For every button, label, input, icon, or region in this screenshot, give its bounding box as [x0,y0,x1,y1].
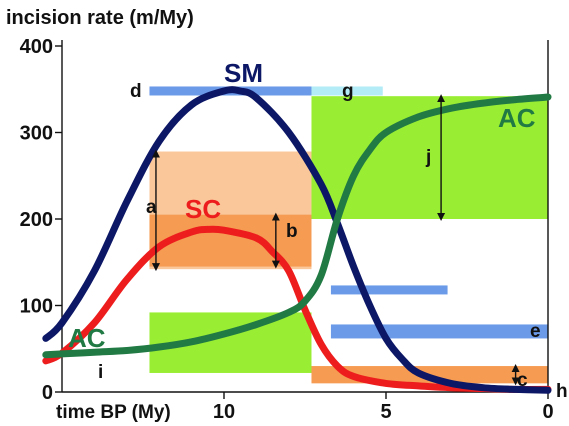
series-line-ac [42,93,552,359]
x-tick-label-10: 10 [213,401,235,423]
series-line-sm [42,86,552,394]
annotation-h: h [556,381,568,402]
range-letter-b: b [286,221,298,242]
x-tick-label-0: 0 [542,401,553,423]
bar-letter-e: e [530,321,541,342]
range-letter-j: j [425,147,431,168]
y-axis-label: incision rate (m/My) [6,7,194,29]
range-letter-i: i [98,362,103,383]
series-label-sc: SC [185,194,221,224]
text-labels: SM SC AC AC a b c j i d g e h [68,58,568,402]
series-label-ac: AC [498,103,536,133]
y-tick-label-300: 300 [20,123,53,145]
range-bar-unlabeled-2 [330,285,448,295]
y-tick-label-0: 0 [42,382,53,404]
x-axis-label: time BP (My) [56,402,171,423]
x-tick-label-5: 5 [380,401,391,423]
y-tick-label-100: 100 [20,296,53,318]
range-letter-c: c [517,370,528,391]
y-tick-label-400: 400 [20,36,53,58]
y-tick-label-200: 200 [20,209,53,231]
series-label-sm: SM [224,58,263,88]
range-letter-a: a [146,197,157,218]
bar-letter-g: g [342,81,354,102]
bar-letter-d: d [130,81,142,102]
series-label-ac-lower: AC [68,323,106,353]
range-bar-g [311,86,383,96]
series-line-sc [42,225,552,393]
series-lines [42,86,552,394]
range-bar-e [330,324,548,339]
